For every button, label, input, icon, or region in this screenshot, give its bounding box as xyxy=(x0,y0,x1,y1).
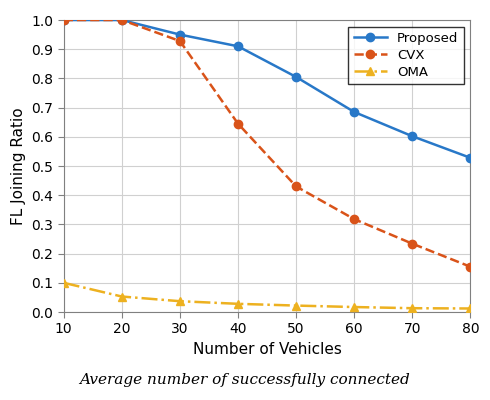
OMA xyxy=(467,306,473,311)
OMA xyxy=(235,302,241,306)
Line: OMA: OMA xyxy=(59,279,475,313)
Text: Average number of successfully connected: Average number of successfully connected xyxy=(80,373,410,387)
CVX xyxy=(351,217,357,222)
Proposed xyxy=(61,18,67,22)
Line: Proposed: Proposed xyxy=(59,16,475,162)
OMA xyxy=(177,299,183,304)
CVX xyxy=(235,121,241,126)
OMA xyxy=(119,294,125,299)
CVX xyxy=(61,18,67,22)
OMA xyxy=(61,280,67,285)
CVX xyxy=(177,39,183,44)
Proposed xyxy=(119,18,125,22)
Line: CVX: CVX xyxy=(59,16,475,271)
OMA xyxy=(351,305,357,310)
Proposed xyxy=(409,134,415,139)
Proposed xyxy=(235,44,241,49)
CVX xyxy=(293,184,299,189)
Legend: Proposed, CVX, OMA: Proposed, CVX, OMA xyxy=(348,26,464,84)
OMA xyxy=(409,306,415,311)
CVX xyxy=(467,264,473,269)
X-axis label: Number of Vehicles: Number of Vehicles xyxy=(193,342,342,357)
Y-axis label: FL Joining Ratio: FL Joining Ratio xyxy=(11,107,26,225)
CVX xyxy=(119,18,125,22)
Proposed xyxy=(293,74,299,79)
Proposed xyxy=(177,32,183,37)
Proposed xyxy=(467,156,473,160)
CVX xyxy=(409,241,415,246)
OMA xyxy=(293,303,299,308)
Proposed xyxy=(351,110,357,114)
